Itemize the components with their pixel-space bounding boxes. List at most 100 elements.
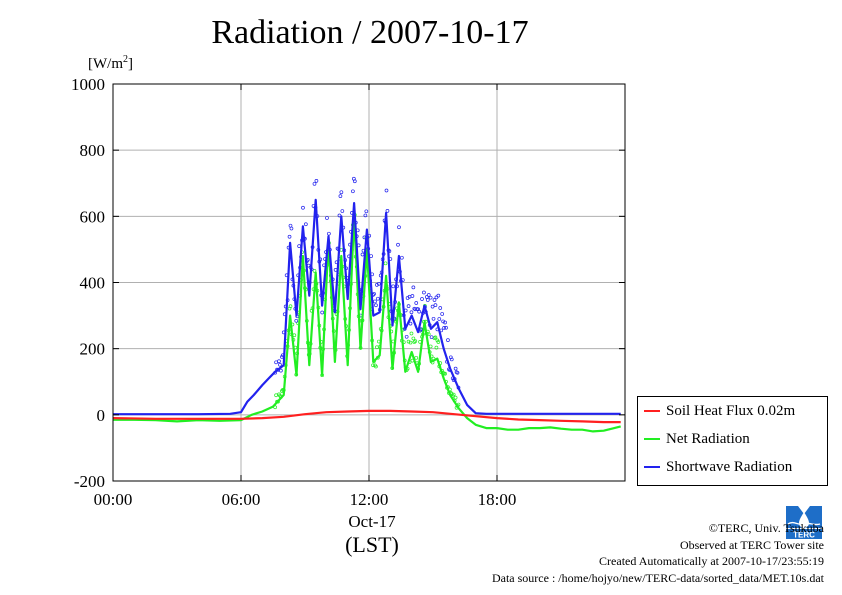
scatter-point xyxy=(440,312,445,316)
scatter-point xyxy=(434,295,439,300)
legend-label-short: Shortwave Radiation xyxy=(666,458,793,475)
scatter-point xyxy=(441,319,445,324)
scatter-point xyxy=(320,310,325,315)
scatter-point xyxy=(433,303,438,307)
scatter-point xyxy=(433,335,438,340)
scatter-point xyxy=(451,392,456,397)
scatter-point xyxy=(312,181,317,186)
credits: ©TERC, Univ. Tsukuba Observed at TERC To… xyxy=(492,520,824,586)
legend-item-soil: Soil Heat Flux 0.02m xyxy=(644,400,795,422)
legend-item-net: Net Radiation xyxy=(644,428,750,450)
scatter-point xyxy=(314,179,319,183)
scatter-point xyxy=(364,209,369,214)
scatter-point xyxy=(442,326,446,330)
scatter-point xyxy=(287,234,292,239)
terc-logo-icon: TERC xyxy=(786,506,822,540)
scatter-point xyxy=(414,355,419,360)
legend-swatch-soil xyxy=(644,410,660,412)
legend-label-net: Net Radiation xyxy=(666,430,750,447)
y-tick-label: 200 xyxy=(80,340,106,359)
scatter-point xyxy=(437,317,442,321)
series-lines xyxy=(112,198,621,433)
scatter-point xyxy=(453,395,458,400)
y-axis-ticks: -200 0 200 400 600 800 1000 xyxy=(71,75,625,491)
scatter-point xyxy=(351,189,355,194)
y-tick-label: 0 xyxy=(97,406,106,425)
x-tick-label: 00:00 xyxy=(94,490,133,509)
scatter-point xyxy=(413,339,418,343)
series-line-soil-heat-flux xyxy=(112,409,621,424)
x-tick-label: 18:00 xyxy=(478,490,517,509)
x-tick-label: 12:00 xyxy=(350,490,389,509)
scatter-point xyxy=(297,244,301,248)
scatter-point xyxy=(434,345,439,350)
scatter-point xyxy=(412,340,417,344)
scatter-point xyxy=(428,295,433,300)
scatter-point xyxy=(453,366,458,371)
scatter-point xyxy=(396,242,400,247)
legend-item-short: Shortwave Radiation xyxy=(644,456,792,478)
legend-swatch-net xyxy=(644,438,660,440)
credit-source: Data source : /home/hojyo/new/TERC-data/… xyxy=(491,570,824,585)
scatter-point xyxy=(385,209,390,213)
scatter-point xyxy=(420,297,424,301)
scatter-point xyxy=(391,284,396,289)
scatter-point xyxy=(304,222,308,227)
scatter-point xyxy=(406,339,411,344)
scatter-point xyxy=(278,362,282,367)
scatter-point xyxy=(426,293,431,297)
scatter-point xyxy=(371,363,375,368)
scatter-point xyxy=(400,255,404,260)
y-tick-label: 600 xyxy=(80,207,106,226)
unit-base: [W/m xyxy=(88,56,123,72)
scatter-point xyxy=(279,368,283,373)
scatter-point xyxy=(369,254,373,258)
scatter-point xyxy=(404,334,409,339)
scatter-point xyxy=(352,179,357,184)
scatter-point xyxy=(438,306,443,310)
scatter-point xyxy=(436,293,441,298)
scatter-point xyxy=(374,364,378,369)
y-axis-unit: [W/m2] xyxy=(88,54,133,73)
x-axis-date-label: Oct-17 xyxy=(348,512,396,531)
scatter-point xyxy=(448,355,453,360)
scatter-point xyxy=(411,336,416,341)
scatter-point xyxy=(414,301,419,305)
unit-exponent: 2 xyxy=(123,54,128,65)
x-axis-ticks: 00:00 06:00 12:00 18:00 xyxy=(94,84,517,509)
scatter-point xyxy=(376,296,380,301)
scatter-point xyxy=(397,225,401,230)
legend: Soil Heat Flux 0.02m Net Radiation Short… xyxy=(637,396,828,486)
scatter-point xyxy=(289,226,294,231)
credit-observed: Observed at TERC Tower site xyxy=(679,537,824,552)
scatter-point xyxy=(373,299,377,304)
scatter-point xyxy=(406,304,411,309)
scatter-point xyxy=(444,325,448,330)
scatter-point xyxy=(312,269,317,273)
scatter-point xyxy=(363,213,368,218)
scatter-point xyxy=(430,304,435,309)
scatter-point xyxy=(409,331,414,336)
series-line-shortwave-radiation xyxy=(113,198,621,416)
scatter-point xyxy=(375,283,379,287)
x-tick-label: 06:00 xyxy=(222,490,261,509)
logo-text: TERC xyxy=(793,531,815,540)
scatter-point xyxy=(449,357,454,362)
scatter-point xyxy=(340,209,345,213)
series-line-net-radiation xyxy=(113,215,621,433)
scatter-point xyxy=(339,248,344,252)
scatter-point xyxy=(325,216,329,220)
scatter-point xyxy=(374,303,378,308)
y-tick-label: 400 xyxy=(80,274,106,293)
scatter-point xyxy=(455,370,460,375)
scatter-point xyxy=(410,294,415,298)
y-tick-label: 800 xyxy=(80,141,106,160)
scatter-point xyxy=(408,340,413,345)
credit-created: Created Automatically at 2007-10-17/23:5… xyxy=(599,554,824,568)
scatter-point xyxy=(431,316,436,321)
scatter-point xyxy=(301,205,305,210)
scatter-point xyxy=(339,190,344,195)
y-tick-label: 1000 xyxy=(71,75,105,94)
scatter-point xyxy=(443,320,447,325)
legend-swatch-short xyxy=(644,466,660,468)
